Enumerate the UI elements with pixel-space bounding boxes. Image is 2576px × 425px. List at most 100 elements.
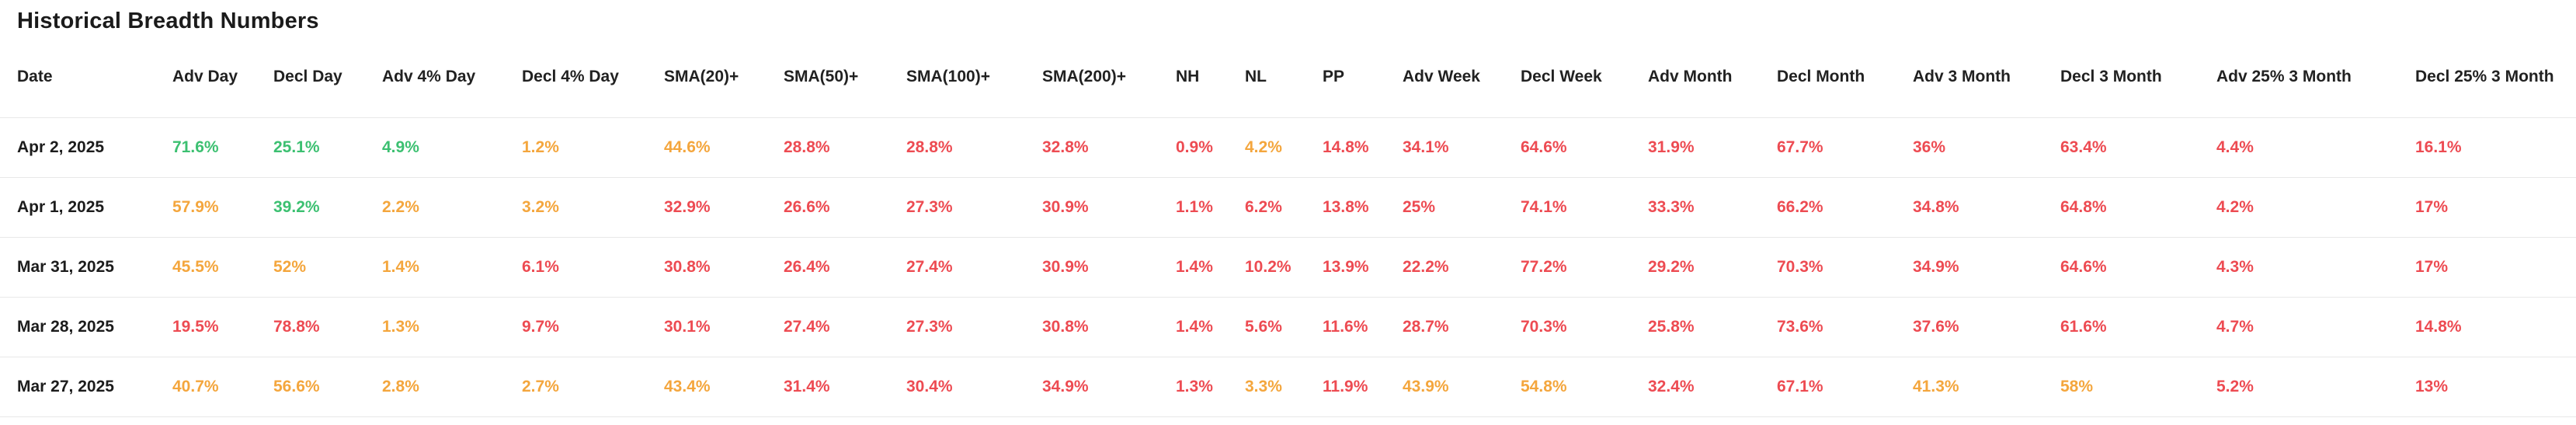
column-header-decl-week: Decl Week [1521, 37, 1648, 118]
value-cell-nh: 1.4% [1176, 237, 1245, 298]
value-cell-sma-200: 32.8% [1042, 117, 1176, 178]
value-cell-nh: 1.3% [1176, 357, 1245, 417]
value-cell-decl-25-3-month: 16.1% [2415, 117, 2576, 178]
value-cell-decl-4-day: 2.7% [522, 357, 664, 417]
value-cell-adv-month: 29.2% [1648, 237, 1777, 298]
date-cell: Apr 2, 2025 [0, 117, 172, 178]
value-cell-nh: 1.4% [1176, 297, 1245, 357]
column-header-decl-month: Decl Month [1777, 37, 1913, 118]
value-cell-decl-4-day: 9.7% [522, 297, 664, 357]
value-cell-sma-100: 27.3% [906, 177, 1042, 238]
value-cell-adv-25-3-month: 4.7% [2216, 297, 2415, 357]
value-cell-sma-200: 30.9% [1042, 177, 1176, 238]
value-cell-pp: 11.6% [1323, 297, 1403, 357]
value-cell-decl-25-3-month: 14.8% [2415, 297, 2576, 357]
value-cell-adv-25-3-month: 5.2% [2216, 357, 2415, 417]
table-row: Mar 31, 2025 45.5% 52% 1.4% 6.1% 30.8% 26.4% 27… [0, 237, 2576, 298]
value-cell-sma-100: 28.8% [906, 117, 1042, 178]
column-header-decl-3-month: Decl 3 Month [2060, 37, 2216, 118]
value-cell-adv-4-day: 4.9% [382, 117, 522, 178]
value-cell-adv-4-day: 1.3% [382, 297, 522, 357]
column-header-decl-day: Decl Day [273, 37, 382, 118]
date-cell: Mar 31, 2025 [0, 237, 172, 298]
value-cell-pp: 11.9% [1323, 357, 1403, 417]
value-cell-nl: 6.2% [1245, 177, 1323, 238]
value-cell-decl-3-month: 58% [2060, 357, 2216, 417]
value-cell-sma-200: 30.9% [1042, 237, 1176, 298]
column-header-date: Date [0, 37, 172, 118]
table-row: Mar 28, 2025 19.5% 78.8% 1.3% 9.7% 30.1% 27.4%… [0, 297, 2576, 357]
value-cell-sma-20: 44.6% [664, 117, 784, 178]
value-cell-sma-50: 26.6% [784, 177, 906, 238]
table-row: Apr 2, 2025 71.6% 25.1% 4.9% 1.2% 44.6% 28.8% 2… [0, 117, 2576, 178]
column-header-sma-100: SMA(100)+ [906, 37, 1042, 118]
value-cell-decl-day: 56.6% [273, 357, 382, 417]
value-cell-decl-day: 78.8% [273, 297, 382, 357]
value-cell-nl: 4.2% [1245, 117, 1323, 178]
value-cell-decl-week: 74.1% [1521, 177, 1648, 238]
table-body: Apr 2, 2025 71.6% 25.1% 4.9% 1.2% 44.6% 28.8% 2… [0, 117, 2576, 417]
value-cell-adv-week: 25% [1403, 177, 1521, 238]
table-row: Apr 1, 2025 57.9% 39.2% 2.2% 3.2% 32.9% 26.6% 2… [0, 177, 2576, 238]
column-header-decl-25-3-month: Decl 25% 3 Month [2415, 37, 2576, 118]
value-cell-nl: 10.2% [1245, 237, 1323, 298]
value-cell-adv-month: 25.8% [1648, 297, 1777, 357]
value-cell-adv-3-month: 34.8% [1913, 177, 2060, 238]
column-header-pp: PP [1323, 37, 1403, 118]
value-cell-sma-100: 27.3% [906, 297, 1042, 357]
value-cell-adv-month: 32.4% [1648, 357, 1777, 417]
value-cell-decl-3-month: 61.6% [2060, 297, 2216, 357]
value-cell-decl-25-3-month: 17% [2415, 237, 2576, 298]
value-cell-sma-50: 26.4% [784, 237, 906, 298]
value-cell-adv-week: 34.1% [1403, 117, 1521, 178]
value-cell-decl-3-month: 63.4% [2060, 117, 2216, 178]
value-cell-adv-25-3-month: 4.3% [2216, 237, 2415, 298]
value-cell-adv-25-3-month: 4.4% [2216, 117, 2415, 178]
value-cell-adv-day: 57.9% [172, 177, 273, 238]
value-cell-sma-20: 30.1% [664, 297, 784, 357]
value-cell-sma-20: 43.4% [664, 357, 784, 417]
value-cell-adv-3-month: 34.9% [1913, 237, 2060, 298]
value-cell-decl-3-month: 64.6% [2060, 237, 2216, 298]
value-cell-sma-50: 31.4% [784, 357, 906, 417]
value-cell-adv-3-month: 41.3% [1913, 357, 2060, 417]
value-cell-sma-100: 30.4% [906, 357, 1042, 417]
value-cell-sma-50: 28.8% [784, 117, 906, 178]
breadth-table: Date Adv Day Decl Day Adv 4% Day Decl 4% Day… [0, 37, 2576, 417]
value-cell-adv-day: 71.6% [172, 117, 273, 178]
value-cell-adv-4-day: 2.8% [382, 357, 522, 417]
value-cell-adv-week: 43.9% [1403, 357, 1521, 417]
date-cell: Mar 27, 2025 [0, 357, 172, 417]
value-cell-adv-week: 22.2% [1403, 237, 1521, 298]
value-cell-decl-week: 77.2% [1521, 237, 1648, 298]
value-cell-sma-200: 34.9% [1042, 357, 1176, 417]
column-header-decl-4-day: Decl 4% Day [522, 37, 664, 118]
value-cell-pp: 13.8% [1323, 177, 1403, 238]
column-header-adv-3-month: Adv 3 Month [1913, 37, 2060, 118]
column-header-adv-25-3-month: Adv 25% 3 Month [2216, 37, 2415, 118]
value-cell-decl-month: 73.6% [1777, 297, 1913, 357]
date-cell: Apr 1, 2025 [0, 177, 172, 238]
value-cell-adv-day: 19.5% [172, 297, 273, 357]
header-row: Date Adv Day Decl Day Adv 4% Day Decl 4% Day… [0, 37, 2576, 118]
column-header-nl: NL [1245, 37, 1323, 118]
value-cell-adv-day: 40.7% [172, 357, 273, 417]
value-cell-decl-day: 39.2% [273, 177, 382, 238]
column-header-nh: NH [1176, 37, 1245, 118]
value-cell-nh: 0.9% [1176, 117, 1245, 178]
value-cell-nh: 1.1% [1176, 177, 1245, 238]
value-cell-adv-day: 45.5% [172, 237, 273, 298]
page-title: Historical Breadth Numbers [17, 9, 319, 33]
value-cell-adv-3-month: 37.6% [1913, 297, 2060, 357]
value-cell-decl-month: 70.3% [1777, 237, 1913, 298]
value-cell-adv-3-month: 36% [1913, 117, 2060, 178]
value-cell-decl-month: 67.1% [1777, 357, 1913, 417]
value-cell-decl-4-day: 6.1% [522, 237, 664, 298]
value-cell-decl-day: 25.1% [273, 117, 382, 178]
value-cell-sma-20: 32.9% [664, 177, 784, 238]
value-cell-nl: 5.6% [1245, 297, 1323, 357]
value-cell-decl-week: 70.3% [1521, 297, 1648, 357]
value-cell-decl-week: 54.8% [1521, 357, 1648, 417]
value-cell-sma-20: 30.8% [664, 237, 784, 298]
